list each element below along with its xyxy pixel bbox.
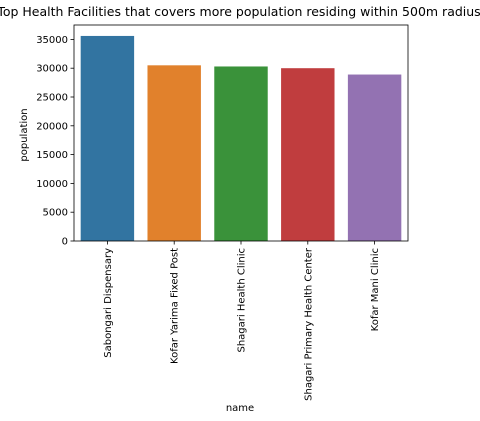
y-tick-label: 35000 (36, 35, 68, 46)
chart-title: Top Health Facilities that covers more p… (0, 4, 480, 19)
bar (281, 68, 335, 241)
x-tick-label: Sabongari Dispensary (103, 248, 114, 358)
y-tick-label: 30000 (36, 64, 68, 75)
y-tick-label: 0 (62, 237, 68, 248)
bar (147, 65, 201, 241)
x-tick-label: Shagari Primary Health Center (303, 247, 314, 401)
x-tick-label: Kofar Mani Clinic (370, 248, 381, 331)
y-tick-label: 10000 (36, 179, 68, 190)
y-tick-label: 5000 (43, 208, 68, 219)
y-axis-label: population (19, 108, 30, 161)
x-tick-label: Shagari Health Clinic (237, 248, 248, 353)
x-axis-label: name (226, 403, 254, 414)
y-tick-label: 25000 (36, 93, 68, 104)
y-tick-label: 20000 (36, 121, 68, 132)
y-tick-label: 15000 (36, 150, 68, 161)
bar (214, 66, 268, 241)
bar (80, 35, 135, 241)
plot-area: 0 5000 10000 15000 20000 25000 30000 35000 Sabon… (36, 24, 409, 401)
x-tick-label: Kofar Yarima Fixed Post (170, 248, 181, 364)
bar (347, 74, 402, 241)
